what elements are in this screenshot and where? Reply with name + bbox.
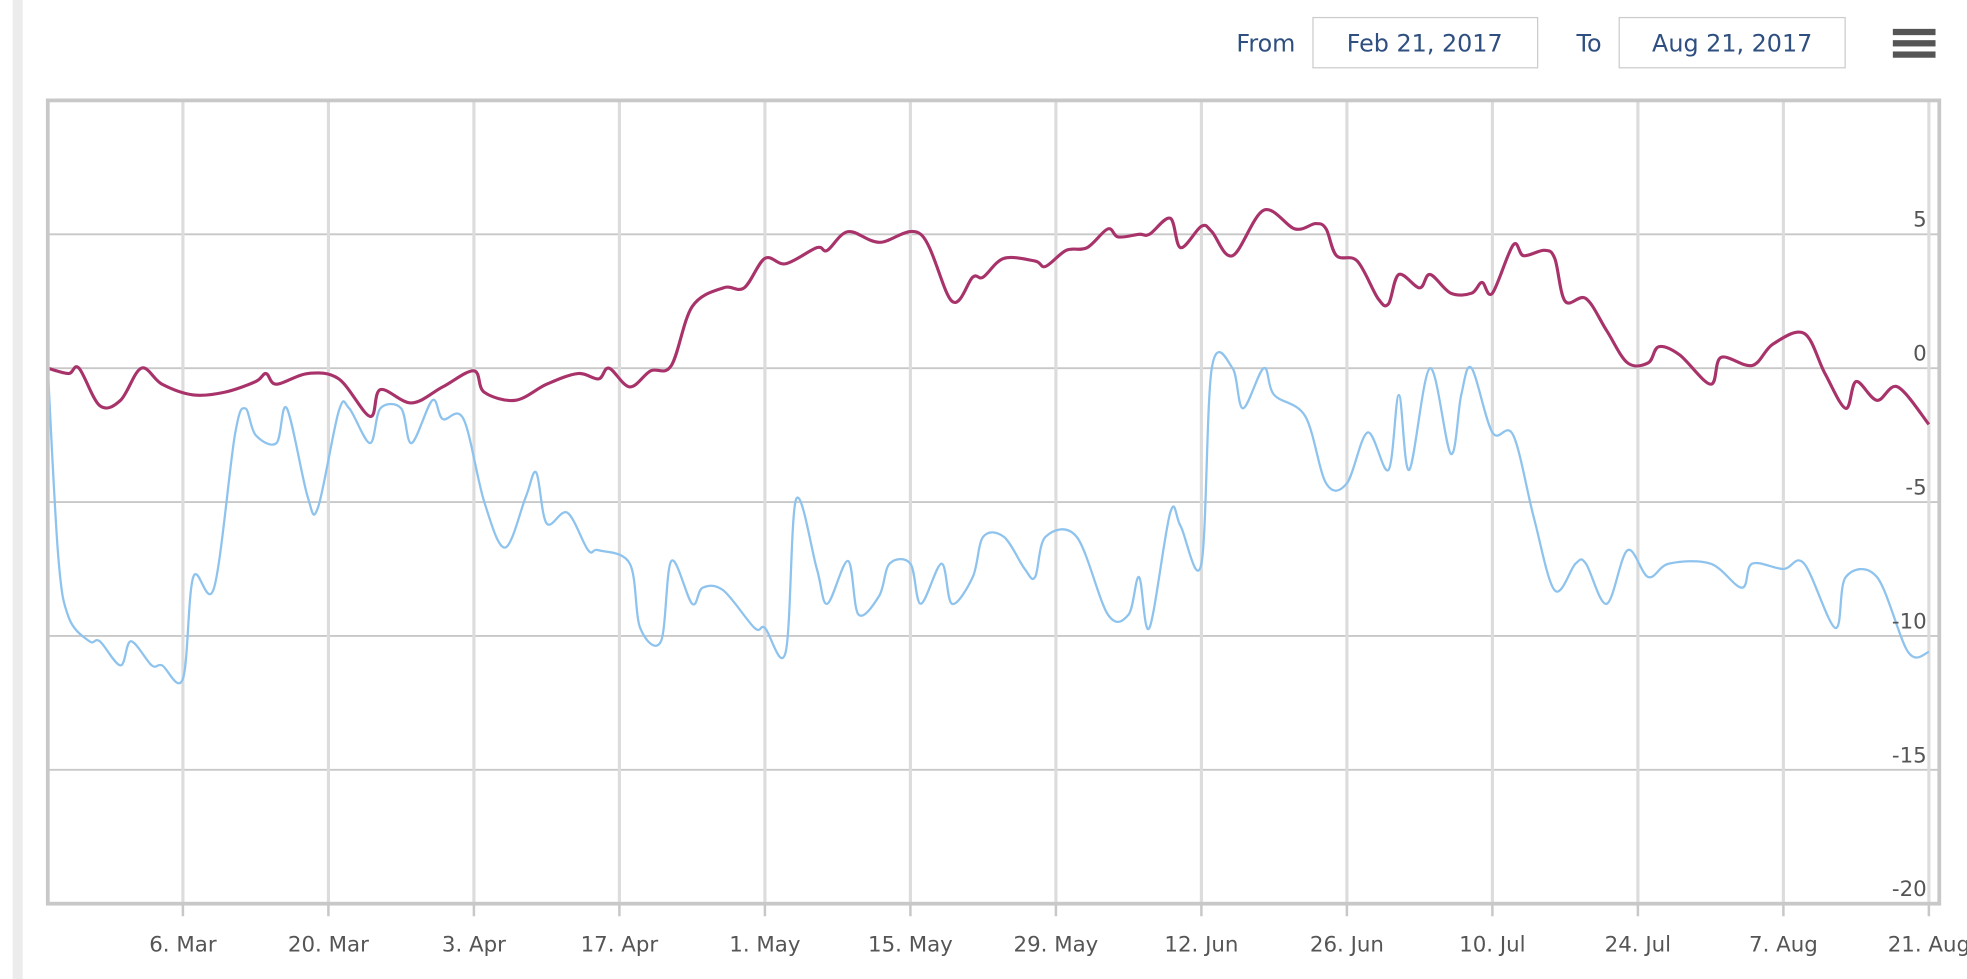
side-bar [12, 0, 23, 979]
to-label: To [1576, 29, 1602, 57]
to-input[interactable] [1618, 16, 1846, 69]
x-tick-label: 15. May [868, 932, 953, 957]
x-tick-label: 21. Aug [1888, 932, 1967, 957]
x-tick-label: 3. Apr [442, 932, 506, 957]
series-line [47, 208, 1931, 426]
grid [47, 100, 1940, 917]
series-line [46, 351, 1930, 685]
x-tick-label: 29. May [1013, 932, 1098, 957]
y-tick-label: -20 [1892, 877, 1927, 902]
x-tick-label: 7. Aug [1749, 932, 1818, 957]
menu-bar [1892, 28, 1936, 36]
x-tick-label: 24. Jul [1605, 932, 1671, 957]
x-tick-label: 1. May [729, 932, 800, 957]
to-value[interactable]: Aug 21, 2017 [1652, 29, 1812, 57]
x-tick-label: 20. Mar [288, 932, 369, 957]
y-tick-label: 0 [1913, 342, 1927, 367]
x-tick-label: 10. Jul [1459, 932, 1525, 957]
plot-lines [46, 208, 1931, 685]
x-tick-label: 17. Apr [581, 932, 659, 957]
menu-button[interactable] [1892, 28, 1936, 58]
from-value[interactable]: Feb 21, 2017 [1347, 29, 1503, 57]
x-tick-label: 26. Jun [1310, 932, 1384, 957]
x-tick-label: 12. Jun [1164, 932, 1238, 957]
y-tick-label: 5 [1913, 208, 1927, 233]
y-tick-label: -15 [1892, 743, 1927, 768]
from-label: From [1236, 29, 1295, 57]
y-tick-label: -5 [1905, 476, 1926, 501]
x-tick-label: 6. Mar [149, 932, 217, 957]
from-input[interactable] [1312, 16, 1539, 69]
menu-bar [1892, 51, 1936, 58]
menu-bar [1892, 40, 1936, 47]
y-tick-label: -10 [1892, 609, 1927, 634]
plot-border [45, 98, 1942, 906]
